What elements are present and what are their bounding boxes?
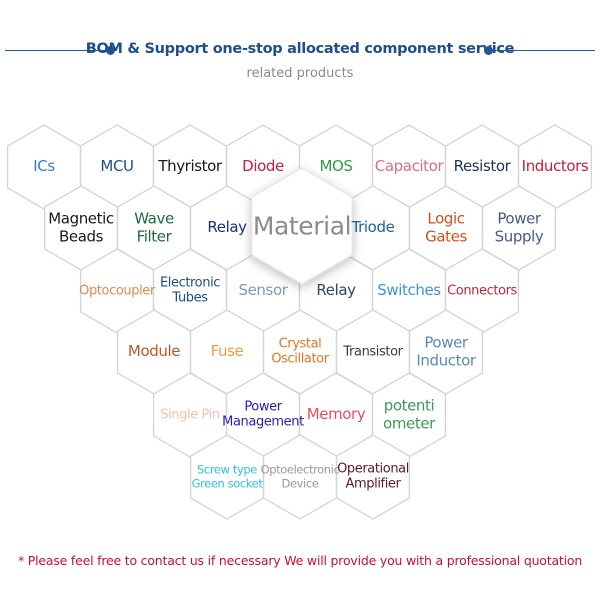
product-connectors[interactable]: Connectors xyxy=(447,283,517,299)
product-optocoupler[interactable]: Optocoupler xyxy=(79,283,155,299)
product-transistor[interactable]: Transistor xyxy=(343,344,403,360)
product-wave-filter[interactable]: Wave Filter xyxy=(134,209,174,245)
product-magnetic-beads[interactable]: Magnetic Beads xyxy=(48,209,114,245)
product-single-pin[interactable]: Single Pin xyxy=(160,407,220,423)
product-diode[interactable]: Diode xyxy=(242,157,284,176)
product-fuse[interactable]: Fuse xyxy=(210,342,244,361)
product-power-supply[interactable]: Power Supply xyxy=(494,209,544,245)
contact-note: * Please feel free to contact us if nece… xyxy=(17,553,583,568)
product-operational-amplifier[interactable]: Operational Amplifier xyxy=(337,461,409,492)
product-relay[interactable]: Relay xyxy=(316,281,356,300)
product-memory[interactable]: Memory xyxy=(306,405,366,424)
product-material[interactable]: Material xyxy=(252,211,352,241)
page-title: BOM & Support one-stop allocated compone… xyxy=(85,41,515,57)
product-crystal-oscillator[interactable]: Crystal Oscillator xyxy=(271,336,329,367)
product-mos[interactable]: MOS xyxy=(319,157,353,176)
product-module[interactable]: Module xyxy=(127,342,181,361)
material-hex xyxy=(251,167,353,285)
product-triode[interactable]: Triode xyxy=(351,218,395,237)
header-dot-left xyxy=(106,46,115,55)
page-subtitle: related products xyxy=(246,66,354,81)
product-ics[interactable]: ICs xyxy=(33,157,55,176)
product-switches[interactable]: Switches xyxy=(377,281,441,300)
product-electronic-tubes[interactable]: Electronic Tubes xyxy=(159,275,221,306)
product-potenti-ometer[interactable]: potenti ometer xyxy=(383,396,435,432)
header-line-right xyxy=(492,50,595,51)
product-resistor[interactable]: Resistor xyxy=(453,157,511,176)
product-capacitor[interactable]: Capacitor xyxy=(374,157,444,176)
header-dot-right xyxy=(484,46,493,55)
product-inductors[interactable]: Inductors xyxy=(521,157,589,176)
product-screw-type-green-socket[interactable]: Screw type Green socket xyxy=(191,462,263,490)
product-thyristor[interactable]: Thyristor xyxy=(158,157,222,176)
product-power-inductor[interactable]: Power Inductor xyxy=(416,333,476,369)
product-relay[interactable]: Relay xyxy=(207,218,247,237)
product-power-management[interactable]: Power Management xyxy=(222,399,304,430)
hex-cell xyxy=(335,434,411,520)
product-optoelectronic-device[interactable]: Optoelectronic Device xyxy=(260,462,340,490)
product-logic-gates[interactable]: Logic Gates xyxy=(425,209,467,245)
product-sensor[interactable]: Sensor xyxy=(238,281,288,300)
product-mcu[interactable]: MCU xyxy=(100,157,134,176)
header-line-left xyxy=(5,50,108,51)
